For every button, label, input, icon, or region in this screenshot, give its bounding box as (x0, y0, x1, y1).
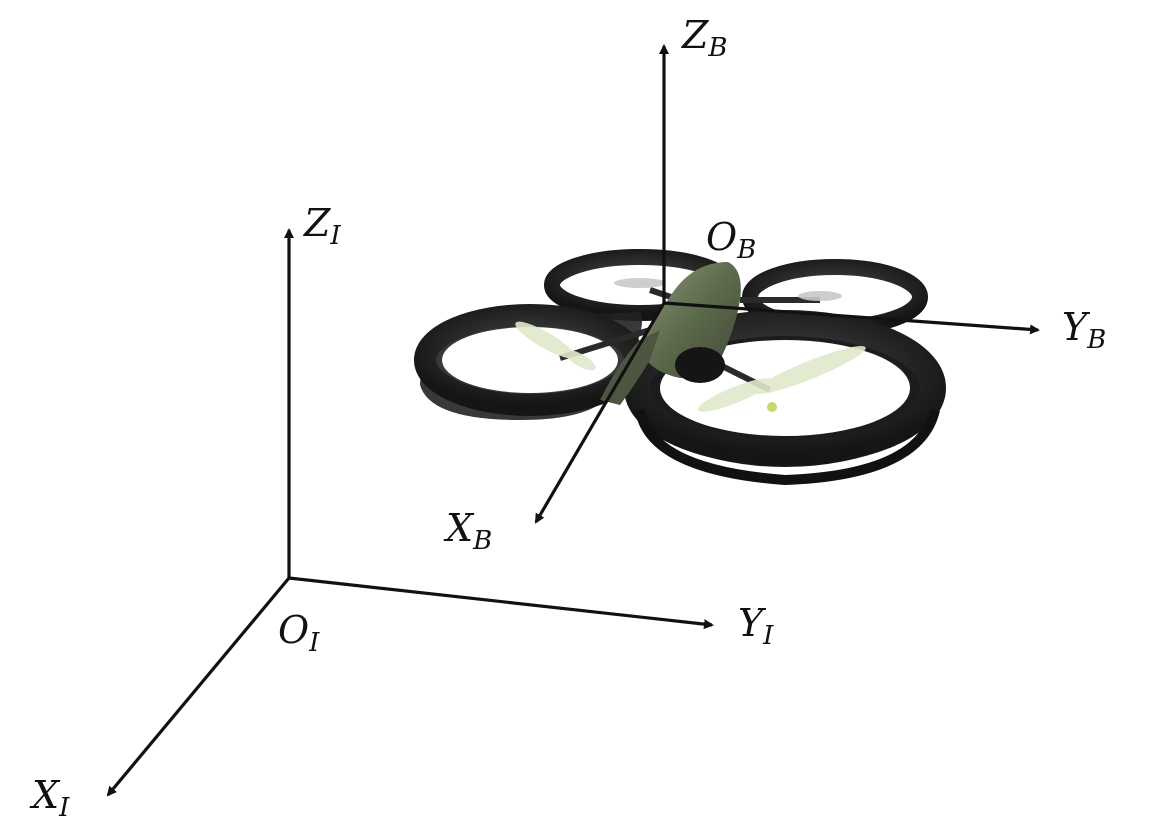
body-y-axis (663, 301, 1040, 335)
inertial-x-label: XI (29, 773, 70, 823)
inertial-frame (106, 228, 714, 797)
body-y-label: YB (1062, 305, 1106, 355)
inertial-origin-label: OI (278, 608, 320, 658)
body-x-axis (534, 302, 666, 524)
body-frame (534, 44, 1040, 524)
rotor-guard-front-left (414, 304, 646, 420)
quadrotor-drone (414, 249, 946, 486)
body-z-label: ZB (681, 13, 728, 63)
inertial-x-axis (106, 576, 291, 797)
inertial-y-label: YI (738, 601, 774, 651)
body-x-label: XB (443, 506, 492, 556)
body-origin-label: OB (706, 215, 756, 265)
inertial-y-axis (288, 576, 714, 630)
inertial-z-label: ZI (303, 201, 341, 251)
propellers (515, 278, 866, 412)
